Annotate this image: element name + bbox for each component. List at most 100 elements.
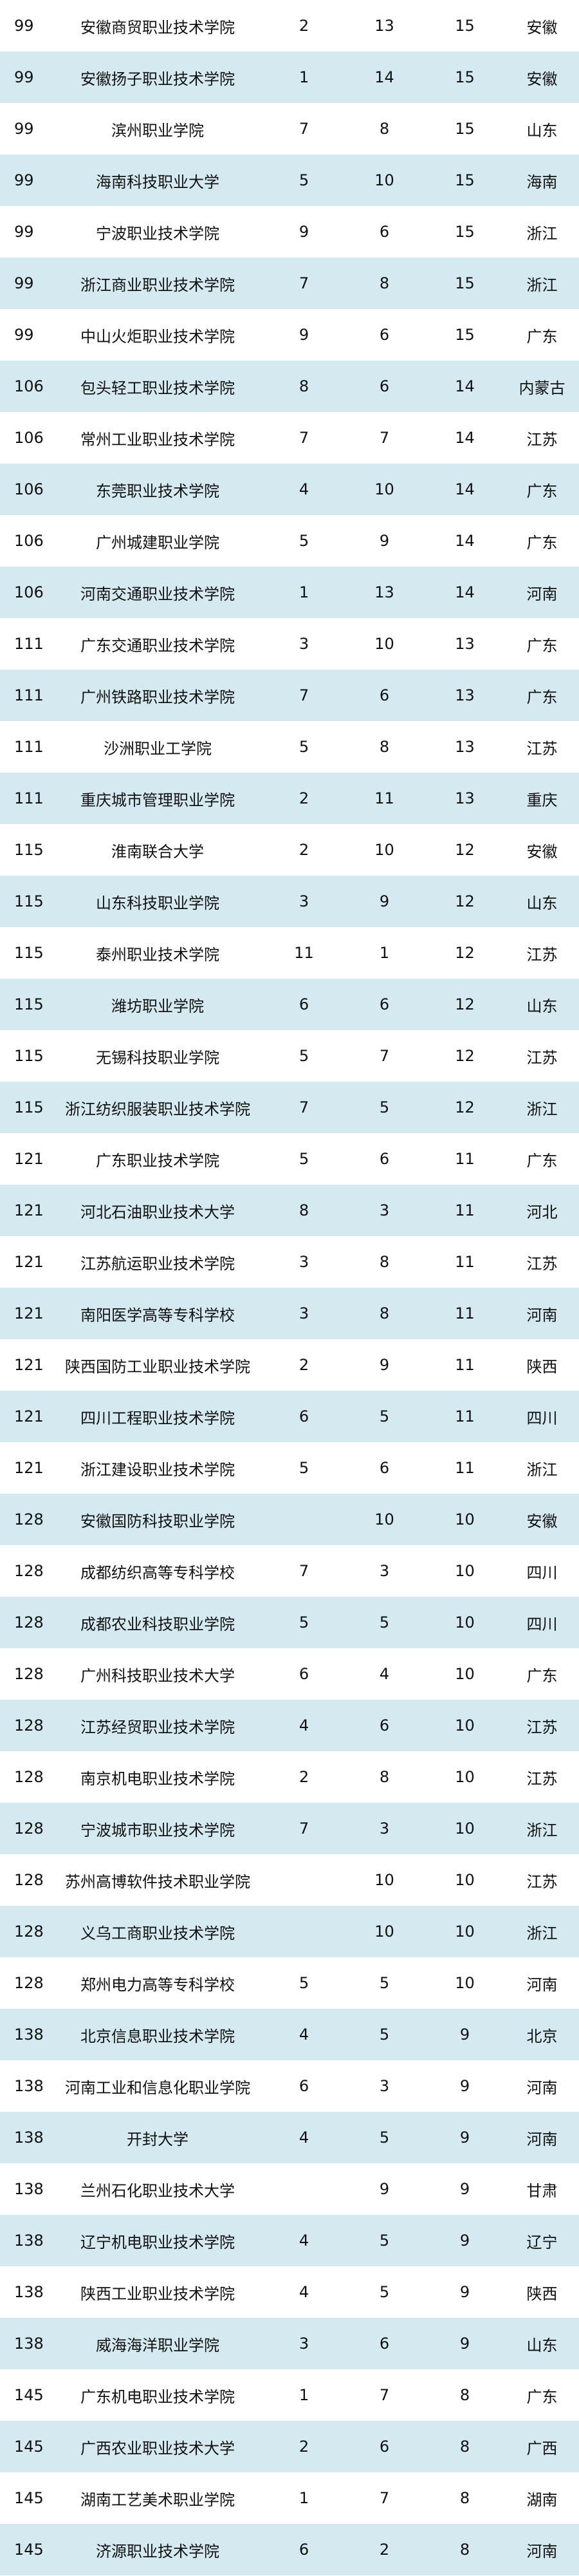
- region-cell: 河南: [526, 2078, 558, 2097]
- school-name-cell: 常州工业职业技术学院: [80, 430, 235, 449]
- table-row: 121 陕西国防工业职业技术学院 2 9 11 陕西: [0, 1339, 579, 1391]
- table-row: 115 山东科技职业学院 3 9 12 山东: [0, 876, 579, 927]
- count-a-cell: 6: [299, 995, 309, 1013]
- count-b-cell: 6: [379, 326, 390, 344]
- table-row: 115 潍坊职业学院 6 6 12 山东: [0, 979, 579, 1030]
- table-row: 111 广州铁路职业技术学院 7 6 13 广东: [0, 670, 579, 721]
- count-a-cell: 5: [299, 1150, 309, 1168]
- table-row: 121 四川工程职业技术学院 6 5 11 四川: [0, 1391, 579, 1442]
- total-cell: 15: [455, 17, 475, 35]
- count-b-cell: 6: [379, 1150, 390, 1168]
- count-b-cell: 8: [379, 738, 390, 756]
- rank-cell: 121: [14, 1253, 44, 1271]
- rank-cell: 115: [14, 944, 44, 962]
- total-cell: 8: [459, 2541, 470, 2559]
- rank-cell: 128: [14, 1923, 44, 1941]
- table-row: 128 苏州高博软件技术职业学院 10 10 江苏: [0, 1854, 579, 1906]
- rank-cell: 99: [14, 223, 34, 241]
- count-a-cell: 8: [299, 377, 309, 395]
- table-row: 111 重庆城市管理职业学院 2 11 13 重庆: [0, 773, 579, 824]
- count-b-cell: 6: [379, 223, 390, 241]
- region-cell: 山东: [526, 894, 558, 912]
- region-cell: 江苏: [526, 1769, 558, 1788]
- count-a-cell: 2: [299, 1768, 309, 1786]
- school-name-cell: 河南交通职业技术学院: [80, 585, 235, 603]
- school-name-cell: 广东交通职业技术学院: [80, 636, 235, 655]
- region-cell: 广西: [526, 2439, 558, 2458]
- school-name-cell: 淮南联合大学: [111, 842, 204, 861]
- school-name-cell: 北京信息职业技术学院: [80, 2027, 235, 2045]
- school-name-cell: 泰州职业技术学院: [96, 945, 219, 964]
- count-b-cell: 3: [379, 2077, 390, 2095]
- rank-cell: 138: [14, 2129, 44, 2147]
- school-name-cell: 重庆城市管理职业学院: [80, 791, 235, 809]
- count-a-cell: 1: [299, 68, 309, 86]
- table-row: 121 江苏航运职业技术学院 3 8 11 江苏: [0, 1236, 579, 1288]
- total-cell: 9: [459, 2232, 470, 2250]
- table-row: 106 广州城建职业学院 5 9 14 广东: [0, 515, 579, 567]
- region-cell: 广东: [526, 1666, 558, 1685]
- rank-cell: 128: [14, 1871, 44, 1889]
- count-a-cell: 7: [299, 429, 309, 447]
- school-name-cell: 成都农业科技职业学院: [80, 1615, 235, 1633]
- table-row: 138 河南工业和信息化职业学院 6 3 9 河南: [0, 2060, 579, 2112]
- rank-cell: 106: [14, 480, 44, 498]
- count-a-cell: 5: [299, 1047, 309, 1065]
- total-cell: 13: [455, 635, 475, 653]
- school-name-cell: 包头轻工职业技术学院: [80, 379, 235, 397]
- table-row: 99 滨州职业学院 7 8 15 山东: [0, 103, 579, 155]
- school-name-cell: 海南科技职业大学: [96, 173, 219, 191]
- region-cell: 广东: [526, 533, 558, 552]
- total-cell: 12: [455, 1047, 475, 1065]
- region-cell: 河南: [526, 2130, 558, 2148]
- table-row: 115 泰州职业技术学院 11 1 12 江苏: [0, 927, 579, 979]
- region-cell: 江苏: [526, 430, 558, 449]
- rank-cell: 99: [14, 17, 34, 35]
- region-cell: 广东: [526, 327, 558, 346]
- rank-cell: 121: [14, 1356, 44, 1374]
- rank-cell: 106: [14, 532, 44, 550]
- rank-cell: 128: [14, 1819, 44, 1838]
- count-a-cell: 5: [299, 532, 309, 550]
- count-b-cell: 1: [379, 944, 390, 962]
- region-cell: 江苏: [526, 739, 558, 758]
- school-name-cell: 广州铁路职业技术学院: [80, 688, 235, 706]
- rank-cell: 111: [14, 738, 44, 756]
- rank-cell: 115: [14, 892, 44, 910]
- table-row: 128 义乌工商职业技术学院 10 10 浙江: [0, 1906, 579, 1957]
- count-b-cell: 6: [379, 1459, 390, 1477]
- table-row: 115 浙江纺织服装职业技术学院 7 5 12 浙江: [0, 1082, 579, 1133]
- school-name-cell: 威海海洋职业学院: [96, 2336, 219, 2355]
- count-a-cell: 3: [299, 1253, 309, 1271]
- rank-cell: 106: [14, 377, 44, 395]
- count-a-cell: 4: [299, 1716, 309, 1735]
- count-a-cell: 4: [299, 2283, 309, 2301]
- table-row: 138 辽宁机电职业技术学院 4 5 9 辽宁: [0, 2215, 579, 2266]
- count-a-cell: 6: [299, 2077, 309, 2095]
- total-cell: 10: [455, 1613, 475, 1631]
- count-b-cell: 6: [379, 686, 390, 704]
- total-cell: 9: [459, 2026, 470, 2044]
- rank-cell: 99: [14, 171, 34, 189]
- count-a-cell: 9: [299, 326, 309, 344]
- count-b-cell: 5: [379, 1613, 390, 1631]
- count-b-cell: 2: [379, 2541, 390, 2559]
- count-a-cell: 2: [299, 17, 309, 35]
- count-b-cell: 7: [379, 429, 390, 447]
- school-name-cell: 陕西国防工业职业技术学院: [65, 1357, 250, 1376]
- count-b-cell: 10: [374, 1923, 394, 1941]
- region-cell: 浙江: [526, 224, 558, 243]
- rank-cell: 145: [14, 2489, 44, 2507]
- total-cell: 14: [455, 532, 475, 550]
- school-name-cell: 辽宁机电职业技术学院: [80, 2233, 235, 2252]
- count-a-cell: 4: [299, 2026, 309, 2044]
- region-cell: 四川: [526, 1563, 558, 1582]
- count-a-cell: 6: [299, 1407, 309, 1425]
- table-row: 111 沙洲职业工学院 5 8 13 江苏: [0, 721, 579, 773]
- total-cell: 12: [455, 892, 475, 910]
- school-name-cell: 浙江建设职业技术学院: [80, 1460, 235, 1479]
- school-name-cell: 广西农业职业技术大学: [80, 2439, 235, 2458]
- count-b-cell: 10: [374, 1871, 394, 1889]
- rank-cell: 111: [14, 635, 44, 653]
- table-row: 99 安徽商贸职业技术学院 2 13 15 安徽: [0, 0, 579, 52]
